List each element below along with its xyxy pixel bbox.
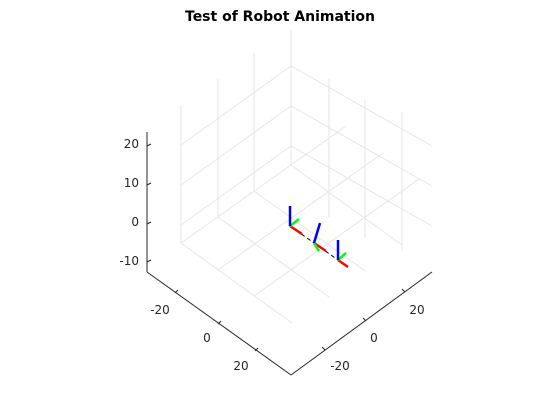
joint-1-z-axis bbox=[312, 222, 322, 244]
ee-y-axis bbox=[337, 252, 347, 261]
joint-1-frame bbox=[312, 222, 327, 253]
z-tick-label: 20 bbox=[124, 137, 139, 151]
joint-1-y-axis bbox=[312, 242, 321, 252]
z-tick-label: 0 bbox=[131, 215, 139, 229]
x-tick-label: -20 bbox=[150, 303, 170, 317]
grid bbox=[180, 30, 433, 324]
ee-x-axis bbox=[337, 258, 349, 269]
base-y-axis bbox=[289, 218, 300, 227]
z-tick-label: 10 bbox=[124, 176, 139, 190]
end-effector-frame bbox=[336, 240, 349, 269]
x-tick-labels: -20 0 20 bbox=[150, 303, 248, 373]
y-tick-label: 0 bbox=[370, 331, 378, 345]
base-frame bbox=[288, 206, 303, 236]
link-2 bbox=[313, 242, 339, 261]
base-x-axis bbox=[289, 224, 303, 236]
x-tick-label: 0 bbox=[203, 331, 211, 345]
robot-links bbox=[289, 225, 339, 261]
x-ticks bbox=[174, 289, 259, 352]
link-1 bbox=[289, 225, 315, 244]
y-ticks bbox=[321, 288, 406, 351]
y-tick-label: 20 bbox=[409, 303, 424, 317]
x-tick-label: 20 bbox=[233, 359, 248, 373]
plot-title: Test of Robot Animation bbox=[185, 9, 375, 25]
axis-box bbox=[146, 132, 433, 376]
z-tick-labels: 20 10 0 -10 bbox=[119, 137, 139, 268]
y-tick-labels: 20 0 -20 bbox=[330, 303, 424, 373]
z-ticks bbox=[146, 143, 152, 263]
z-tick-label: -10 bbox=[119, 254, 139, 268]
y-tick-label: -20 bbox=[330, 359, 350, 373]
